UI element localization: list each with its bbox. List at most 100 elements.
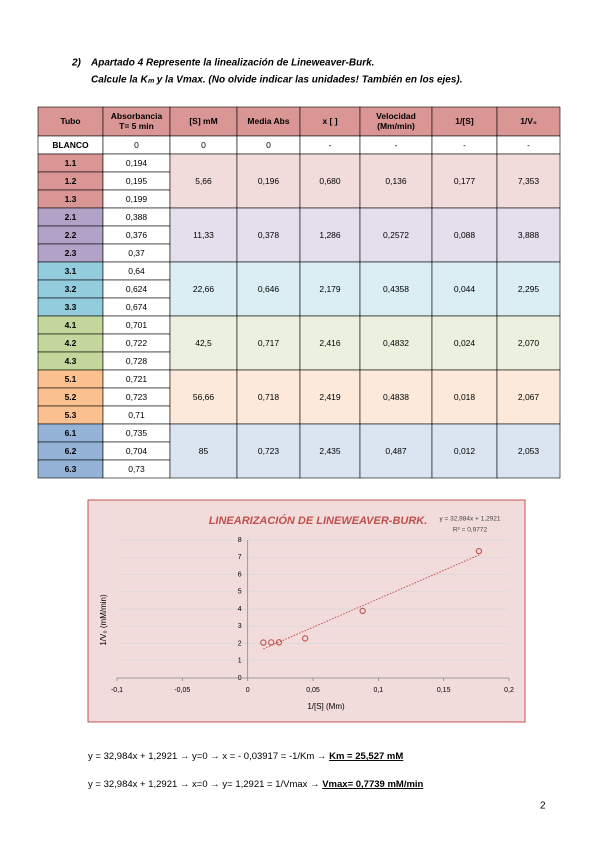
group-value: 0,136	[385, 176, 407, 186]
group-value: 56,66	[193, 392, 215, 402]
x-axis-label: 1/[S] (Mm)	[307, 702, 345, 711]
trendline	[263, 554, 480, 650]
header-cell	[431, 106, 498, 137]
group-value: 3,888	[518, 230, 540, 240]
group-value: 0,4838	[383, 392, 409, 402]
group-value: 2,435	[319, 446, 341, 456]
absorbance: 0,37	[128, 248, 145, 258]
absorbance: 0,728	[126, 356, 148, 366]
tube: 5.3	[65, 410, 77, 420]
tube: 6.2	[65, 446, 77, 456]
group-value-cell	[299, 153, 361, 209]
group-value-cell	[496, 315, 561, 371]
group-value: 11,33	[193, 230, 214, 240]
group-value-cell	[236, 423, 301, 479]
data-point	[475, 548, 483, 555]
group-value-cell	[169, 369, 238, 425]
group-value-cell	[236, 261, 301, 317]
group-value: 2,067	[518, 392, 540, 402]
group-value: 2,416	[319, 338, 341, 348]
blank-value: BLANCO	[52, 140, 89, 150]
absorbance: 0,624	[126, 284, 148, 294]
equation-result: Km = 25,527 mM	[329, 751, 403, 762]
header-cell	[102, 106, 171, 137]
data-point	[268, 639, 275, 646]
x-tick-label: 0	[246, 687, 250, 694]
equation: y = 32,984x + 1,2921 → y=0 → x = - 0,039…	[88, 751, 403, 762]
header-cell	[496, 106, 561, 137]
blank-value: -	[395, 140, 398, 150]
group-value-cell	[299, 423, 361, 479]
tube: 1.1	[65, 158, 77, 168]
absorbance: 0,71	[128, 410, 145, 420]
group-value: 0,717	[258, 338, 280, 348]
group-value: 0,044	[454, 284, 476, 294]
group-value-cell	[431, 207, 498, 263]
group-value: 0,012	[454, 446, 476, 456]
group-value-cell	[496, 153, 561, 209]
instruction-line: Apartado 4 Represente la linealización d…	[90, 58, 374, 69]
absorbance: 0,376	[126, 230, 148, 240]
group-value-cell	[169, 315, 238, 371]
tube: 5.1	[65, 374, 77, 384]
x-tick-label: 0,1	[373, 687, 383, 694]
group-value: 2,053	[518, 446, 540, 456]
group-value: 2,419	[319, 392, 341, 402]
blank-value: -	[329, 140, 332, 150]
group-value-cell	[359, 315, 433, 371]
absorbance: 0,199	[126, 194, 148, 204]
group-value: 0,196	[258, 176, 280, 186]
header-cell	[359, 106, 433, 137]
equation-result: Vmax= 0,7739 mM/min	[322, 779, 423, 790]
data-point	[302, 635, 309, 642]
blank-value: -	[463, 140, 466, 150]
equation-text: y = 32,984x + 1,2921 → y=0 → x = - 0,039…	[88, 751, 329, 762]
header-label: Absorbancia	[111, 111, 163, 121]
absorbance: 0,701	[126, 320, 148, 330]
group-value: 0,177	[454, 176, 476, 186]
header-label: [S] mM	[189, 116, 217, 126]
group-value: 0,646	[258, 284, 280, 294]
group-value-cell	[359, 369, 433, 425]
chart-title: LINEARIZACIÓN DE LINEWEAVER-BURK.	[209, 514, 428, 527]
header-label: (Mm/min)	[377, 121, 415, 131]
chart-area	[87, 499, 526, 723]
group-value: 0,4358	[383, 284, 409, 294]
header-label: Tubo	[60, 116, 80, 126]
group-value: 0,2572	[383, 230, 409, 240]
group-value: 7,353	[518, 176, 540, 186]
tube: 1.2	[65, 176, 77, 186]
blank-value: -	[527, 140, 530, 150]
group-value-cell	[359, 423, 433, 479]
absorbance: 0,73	[128, 464, 145, 474]
tube: 2.3	[65, 248, 77, 258]
trendline-equation: y = 32,984x + 1,2921	[439, 516, 500, 523]
group-value: 0,4832	[383, 338, 409, 348]
y-tick-label: 5	[238, 589, 242, 596]
tube: 4.1	[65, 320, 77, 330]
absorbance: 0,722	[126, 338, 148, 348]
equation-text: y = 32,984x + 1,2921 → x=0 → y= 1,2921 =…	[88, 779, 322, 790]
header-label: 1/[S]	[455, 116, 474, 126]
x-tick-label: -0,1	[111, 687, 123, 694]
group-value-cell	[496, 207, 561, 263]
x-tick-label: 0,2	[504, 687, 514, 694]
x-tick-label: -0,05	[174, 687, 190, 694]
x-tick-label: 0,05	[306, 687, 320, 694]
group-value: 85	[199, 446, 209, 456]
x-tick-label: 0,15	[437, 687, 451, 694]
group-value: 1,286	[319, 230, 341, 240]
y-tick-label: 3	[238, 623, 242, 630]
group-value-cell	[431, 423, 498, 479]
group-value: 0,718	[258, 392, 280, 402]
data-point	[275, 639, 283, 646]
absorbance: 0,704	[126, 446, 148, 456]
group-value-cell	[496, 261, 561, 317]
r-squared: R² = 0,9772	[453, 527, 488, 534]
group-value-cell	[496, 423, 561, 479]
absorbance: 0,721	[126, 374, 148, 384]
tube: 6.1	[65, 428, 77, 438]
blank-value: 0	[266, 140, 271, 150]
group-value: 0,723	[258, 446, 280, 456]
